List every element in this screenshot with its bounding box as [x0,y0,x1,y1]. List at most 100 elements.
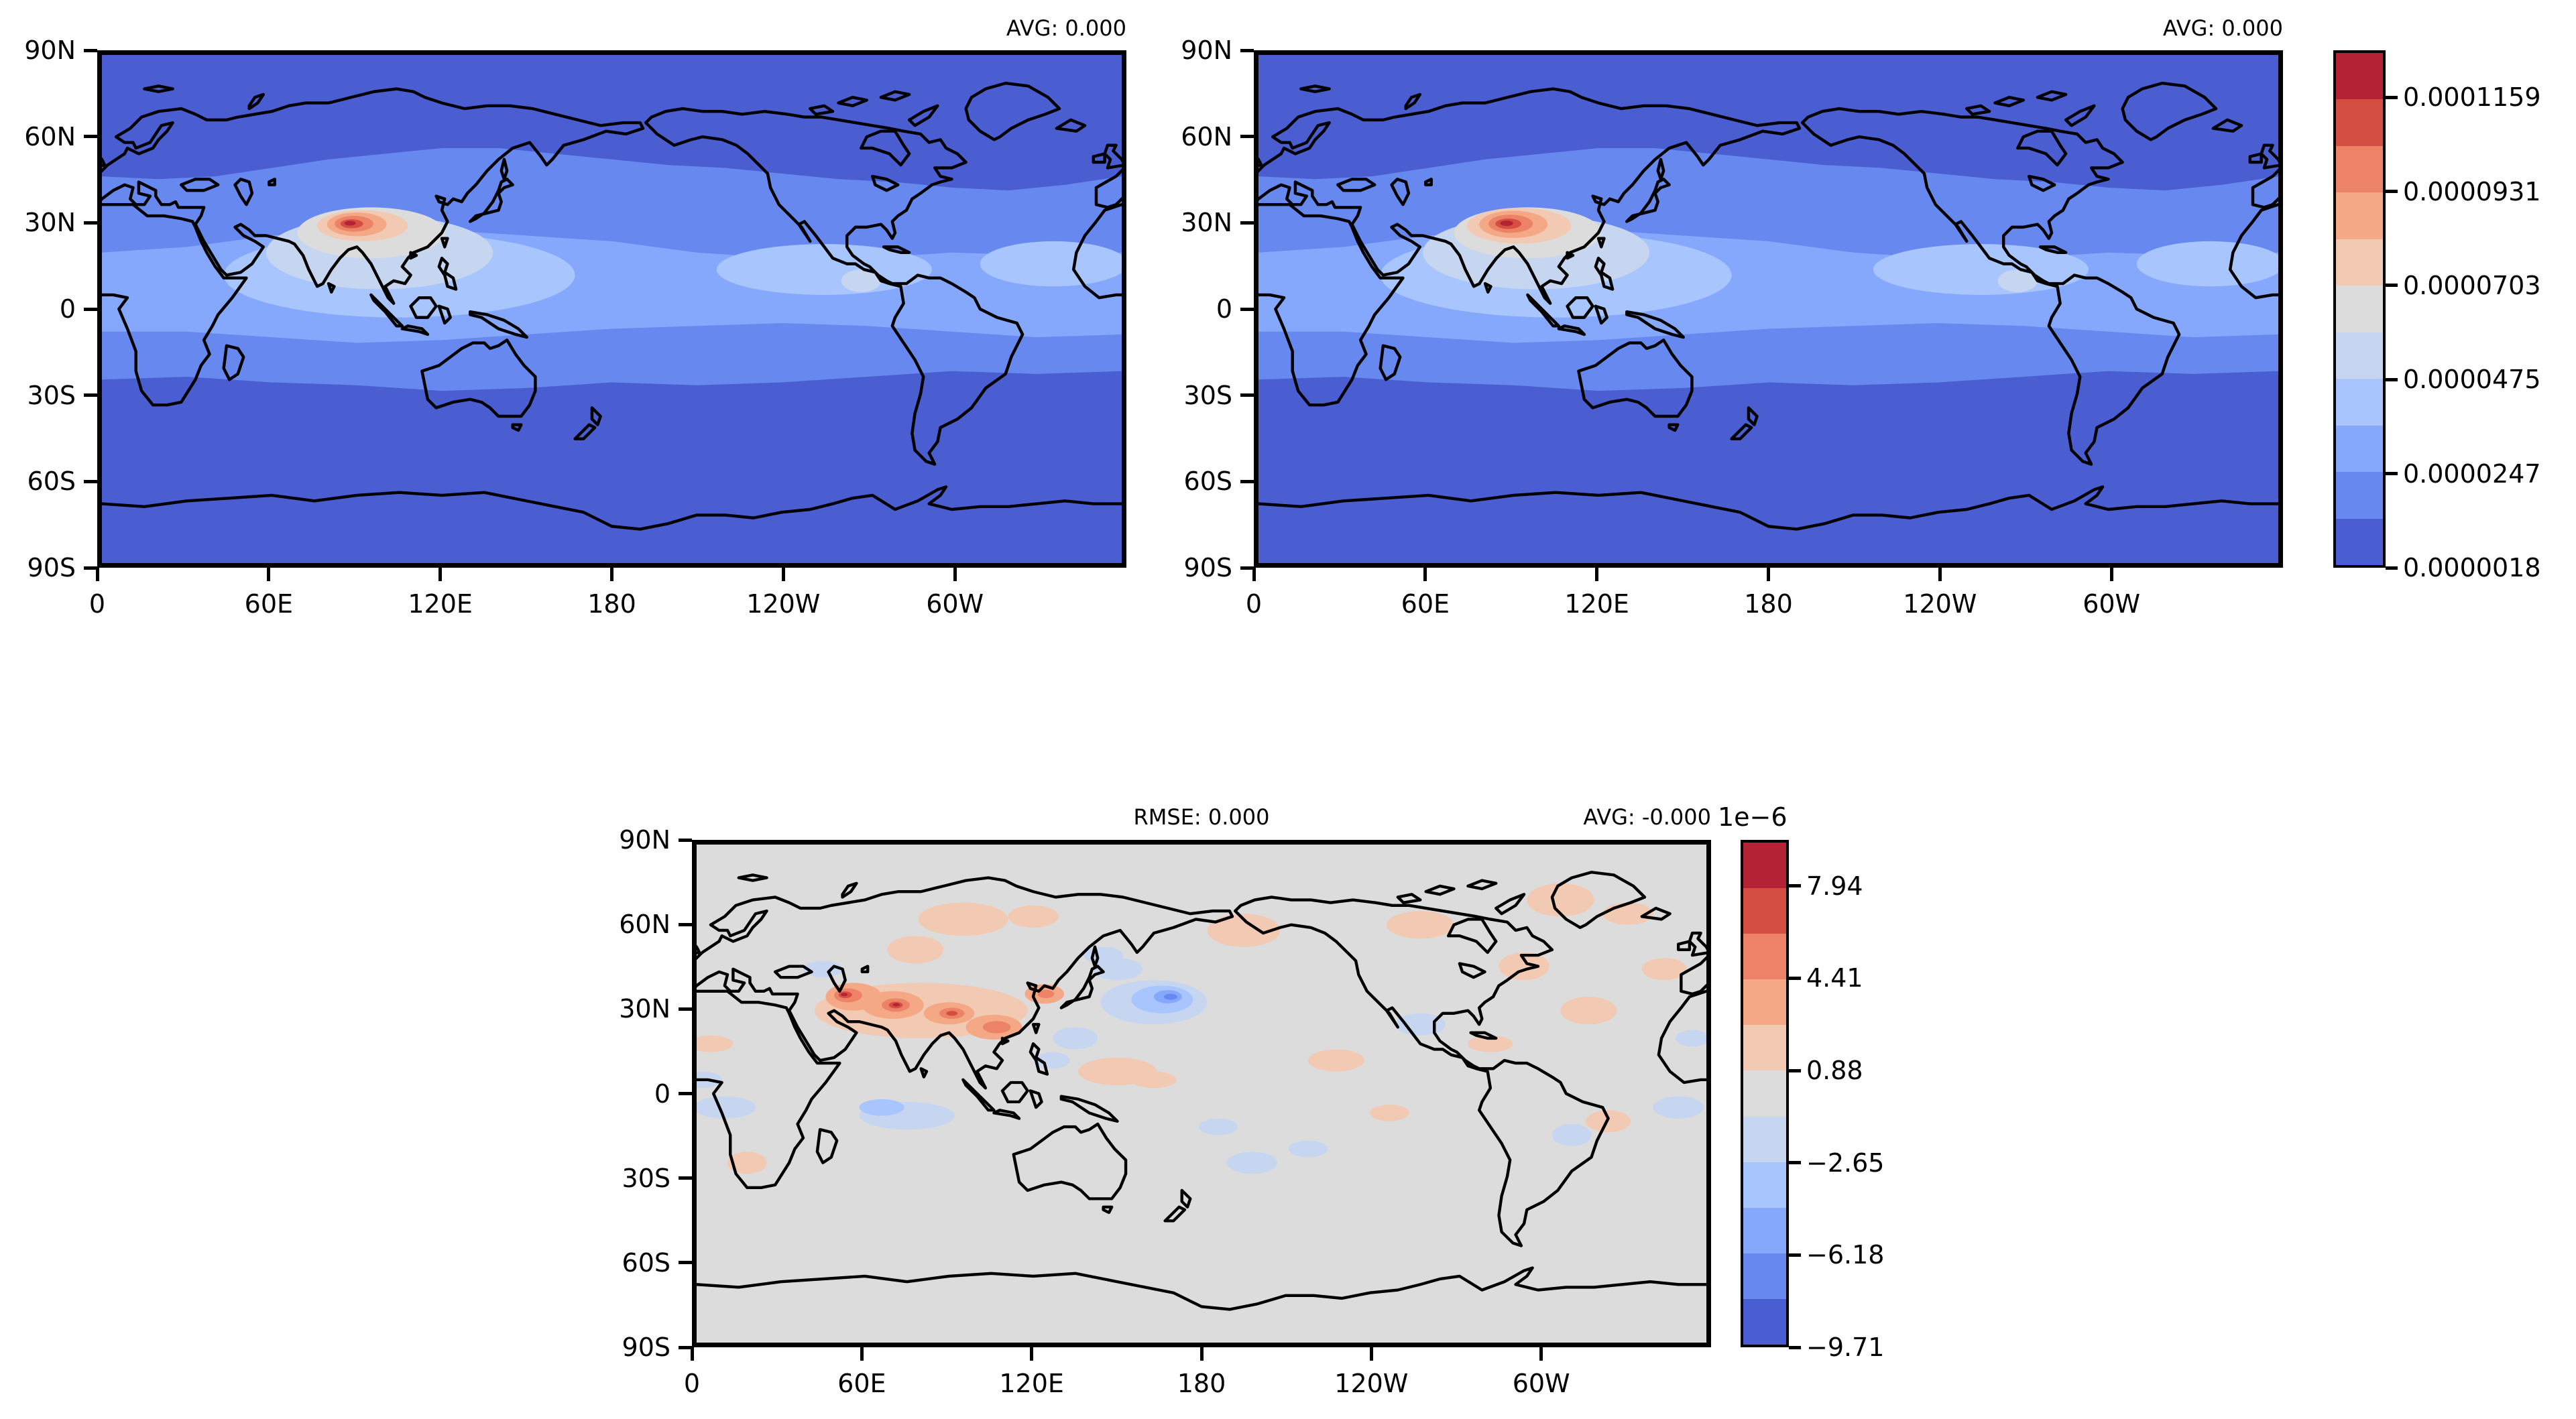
x-tick [1199,1347,1204,1361]
x-tick [781,568,785,581]
y-tick-label: 0 [654,1078,670,1109]
x-tick-label: 60W [2083,589,2141,619]
colorbar-tick [2386,190,2398,194]
y-tick [679,1092,692,1095]
contour-field [1258,55,2278,563]
avg-label-top-left: AVG: 0.000 [1006,15,1126,41]
avg-label-bottom: AVG: -0.000 [1583,804,1711,830]
coastlines [1258,81,2278,531]
y-tick-label: 90S [1183,553,1232,582]
colorbar-band [1743,1162,1786,1208]
y-tick-label: 60S [27,467,76,497]
y-tick-label: 30S [622,1163,670,1193]
world-difference-map [697,845,1706,1343]
y-tick-label: 90N [1181,36,1232,65]
x-tick-label: 120E [999,1369,1064,1398]
colorbar-top [2333,50,2386,568]
y-tick [1240,393,1254,397]
colorbar-tick [2386,377,2398,381]
colorbar-tick-label: 7.94 [1806,871,1863,901]
y-tick [84,479,97,483]
x-tick [95,568,99,581]
x-tick-label: 60W [926,589,984,619]
colorbar-tick-label: 0.0000018 [2403,553,2541,582]
map-panel-bottom-difference [692,840,1711,1347]
colorbar-band [2336,286,2383,332]
difference-field [697,845,1706,1343]
colorbar-band [2336,192,2383,239]
colorbar-band [1743,1116,1786,1162]
x-tick-label: 180 [587,589,636,619]
y-tick [84,221,97,225]
x-tick [1595,568,1599,581]
colorbar-band [1743,934,1786,980]
y-tick-label: 0 [1216,294,1232,324]
x-tick [1938,568,1942,581]
x-tick [1252,568,1256,581]
y-tick [679,922,692,926]
x-tick [438,568,443,581]
y-tick-label: 30S [1183,380,1232,410]
contour-field [102,55,1122,563]
colorbar-tick-label: −6.18 [1806,1240,1885,1270]
colorbar-tick [2386,566,2398,570]
colorbar-band [2336,332,2383,379]
map-panel-top-left [97,50,1126,568]
colorbar-band [1743,1207,1786,1253]
colorbar-tick [2386,95,2398,99]
y-tick-label: 90S [622,1333,670,1362]
x-tick [610,568,613,581]
y-tick-label: 60N [24,121,76,151]
coastlines [697,871,1706,1311]
x-tick [690,1347,694,1361]
colorbar-band [2336,472,2383,519]
y-tick-label: 60S [622,1247,670,1278]
x-tick-label: 120E [408,589,473,619]
x-tick-label: 60E [244,589,294,619]
colorbar-tick-label: −9.71 [1806,1333,1885,1362]
x-tick-label: 0 [683,1369,701,1398]
y-tick [679,1261,692,1265]
x-tick [1030,1347,1034,1361]
y-tick-label: 90N [24,36,76,65]
colorbar-tick-label: 0.0001159 [2403,82,2541,113]
x-tick [1369,1347,1373,1361]
y-tick [1240,48,1254,52]
x-tick-label: 180 [1177,1369,1226,1398]
colorbar-tick [1789,884,1801,888]
y-tick [84,393,97,397]
y-tick-label: 0 [59,294,76,324]
colorbar-bottom [1741,840,1789,1347]
colorbar-band [1743,1025,1786,1071]
colorbar-band [1743,1070,1786,1117]
colorbar-band [2336,379,2383,426]
colorbar-band [1743,979,1786,1026]
y-tick [84,48,97,52]
x-tick-label: 60E [837,1369,886,1398]
colorbar-tick-label: 0.0000247 [2403,458,2541,489]
colorbar-tick [1789,1068,1801,1072]
y-tick [84,307,97,311]
world-contour-map-top-right [1258,55,2278,563]
colorbar-tick-label: 0.0000703 [2403,270,2541,300]
x-tick-label: 60W [1512,1369,1570,1398]
x-tick-label: 180 [1744,589,1793,619]
map-panel-top-right [1254,50,2283,568]
y-tick [679,1007,692,1011]
x-tick-label: 0 [89,589,106,619]
y-tick [679,1176,692,1180]
y-tick [1240,307,1254,311]
colorbar-band [1743,1253,1786,1299]
colorbar-tick-label: 0.88 [1806,1056,1863,1086]
world-contour-map-top-left [102,55,1122,563]
colorbar-band [2336,53,2383,100]
y-tick-label: 30S [27,380,76,410]
y-tick-label: 90N [619,825,670,855]
x-tick [267,568,271,581]
coastlines [102,81,1122,531]
colorbar-tick [1789,976,1801,980]
y-tick [679,1345,692,1349]
x-tick [2109,568,2113,581]
colorbar-tick-label: 0.0000931 [2403,176,2541,206]
colorbar-offset-label: 1e−6 [1718,802,1788,832]
